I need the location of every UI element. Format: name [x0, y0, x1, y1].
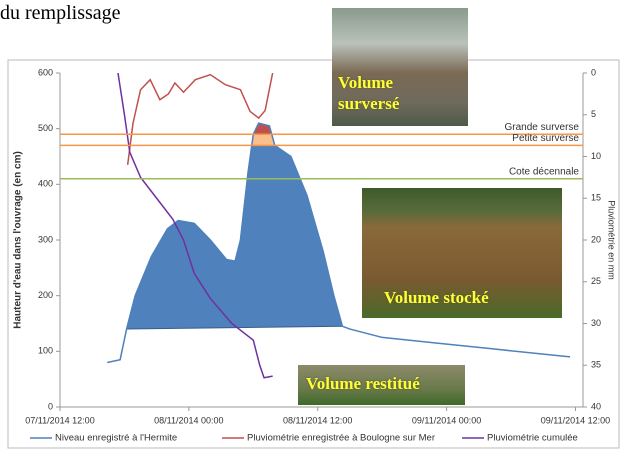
photo-overflow: Volume surversé [332, 8, 468, 126]
y-tick-label: 100 [38, 346, 53, 356]
y-tick-label: 400 [38, 179, 53, 189]
x-tick-label: 08/11/2014 00:00 [154, 415, 223, 425]
y-tick-label: 600 [38, 67, 53, 77]
y2-tick-label: 20 [591, 234, 601, 244]
x-tick-label: 09/11/2014 00:00 [412, 415, 481, 425]
x-tick-label: 09/11/2014 12:00 [541, 415, 610, 425]
y2-axis-title: Pluviométrie en mm [607, 200, 617, 280]
x-tick-label: 07/11/2014 12:00 [25, 415, 94, 425]
y2-tick-label: 15 [591, 193, 601, 203]
y2-tick-label: 30 [591, 318, 601, 328]
photo-label: Volume surversé [338, 72, 433, 114]
y2-tick-label: 25 [591, 276, 601, 286]
reference-label: Cote décennale [509, 166, 579, 177]
photo-label: Volume restitué [306, 373, 420, 394]
legend-label: Niveau enregistré à l'Hermite [55, 433, 177, 444]
y-tick-label: 500 [38, 123, 53, 133]
y2-tick-label: 35 [591, 360, 601, 370]
page: Hauteur d'eau dans l'ouvrage (en cm) Plu… [0, 0, 623, 450]
y2-tick-label: 40 [591, 401, 601, 411]
y2-tick-label: 10 [591, 151, 601, 161]
reference-label: Petite surverse [512, 133, 579, 144]
photo-label: Volume stocké [384, 287, 489, 308]
photo-release: Volume restitué [298, 365, 465, 405]
y-axis-title: Hauteur d'eau dans l'ouvrage (en cm) [13, 151, 24, 329]
reference-label: Grande surverse [505, 122, 580, 133]
y-tick-label: 0 [48, 401, 53, 411]
legend-label: Pluviométrie cumulée [487, 433, 578, 444]
caption: du remplissage [0, 2, 121, 25]
photo-storage: Volume stocké [362, 188, 562, 318]
x-tick-label: 08/11/2014 12:00 [283, 415, 352, 425]
y-tick-label: 200 [38, 290, 53, 300]
legend-label: Pluviométrie enregistrée à Boulogne sur … [247, 433, 435, 444]
y2-tick-label: 0 [591, 67, 596, 77]
y-tick-label: 300 [38, 234, 53, 244]
y2-tick-label: 5 [591, 109, 596, 119]
